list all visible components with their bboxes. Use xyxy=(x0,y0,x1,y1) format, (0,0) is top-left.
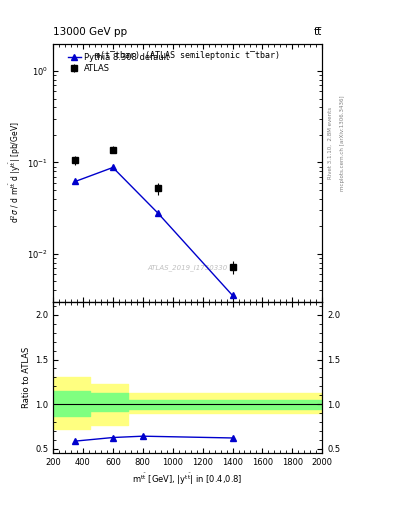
Y-axis label: Ratio to ATLAS: Ratio to ATLAS xyxy=(22,347,31,408)
Text: ATLAS_2019_I1750330: ATLAS_2019_I1750330 xyxy=(147,265,228,271)
X-axis label: m$^{\rm t\bar{t}}$ [GeV], |y$^{\rm t\bar{t}}$| in [0.4,0.8]: m$^{\rm t\bar{t}}$ [GeV], |y$^{\rm t\bar… xyxy=(132,471,243,487)
Text: m(t̅tbar) (ATLAS semileptonic t̅tbar): m(t̅tbar) (ATLAS semileptonic t̅tbar) xyxy=(95,51,280,60)
Text: mcplots.cern.ch [arXiv:1306.3436]: mcplots.cern.ch [arXiv:1306.3436] xyxy=(340,96,345,191)
Y-axis label: d$^2\sigma$ / d m$^{\rm t\bar{t}}$ d |y$^{\rm t\bar{t}}$| [pb/GeV]: d$^2\sigma$ / d m$^{\rm t\bar{t}}$ d |y$… xyxy=(7,122,23,223)
Line: Pythia 8.308 default: Pythia 8.308 default xyxy=(72,164,236,298)
Text: tt̅: tt̅ xyxy=(314,27,322,37)
Pythia 8.308 default xyxy=(73,178,78,184)
Pythia 8.308 default xyxy=(230,292,235,298)
Pythia 8.308 default xyxy=(155,210,160,216)
Text: 13000 GeV pp: 13000 GeV pp xyxy=(53,27,127,37)
Text: Rivet 3.1.10,  2.8M events: Rivet 3.1.10, 2.8M events xyxy=(328,108,333,179)
Legend: Pythia 8.308 default, ATLAS: Pythia 8.308 default, ATLAS xyxy=(66,51,171,75)
Pythia 8.308 default xyxy=(110,164,115,170)
